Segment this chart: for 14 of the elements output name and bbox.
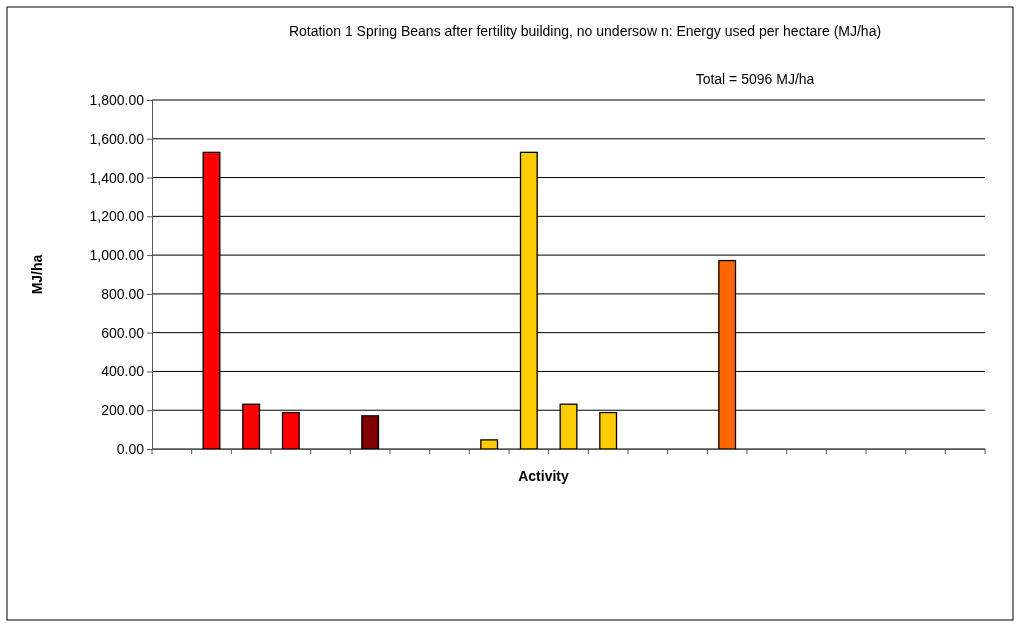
y-tick-label: 1,800.00 (89, 91, 145, 108)
y-axis-title: MJ/ha (29, 254, 45, 295)
x-axis-title: Activity (518, 468, 569, 484)
chart-title: Rotation 1 Spring Beans after fertility building, no undersow n: Energy used per hectare (MJ/ha) (288, 23, 882, 39)
y-tick-label: 1,200.00 (89, 208, 145, 225)
y-tick-label: 200.00 (101, 402, 145, 419)
y-tick-label: 0.00 (116, 440, 145, 457)
text: Total = 5096 MJ/ha (695, 71, 815, 87)
y-tick-label: 1,600.00 (89, 130, 145, 147)
y-tick-label: 400.00 (101, 363, 145, 380)
y-tick-label: 800.00 (101, 285, 145, 302)
y-tick-label: 600.00 (101, 324, 145, 341)
y-tick-label: 1,400.00 (89, 169, 145, 186)
y-tick-label: 1,000.00 (89, 247, 145, 264)
